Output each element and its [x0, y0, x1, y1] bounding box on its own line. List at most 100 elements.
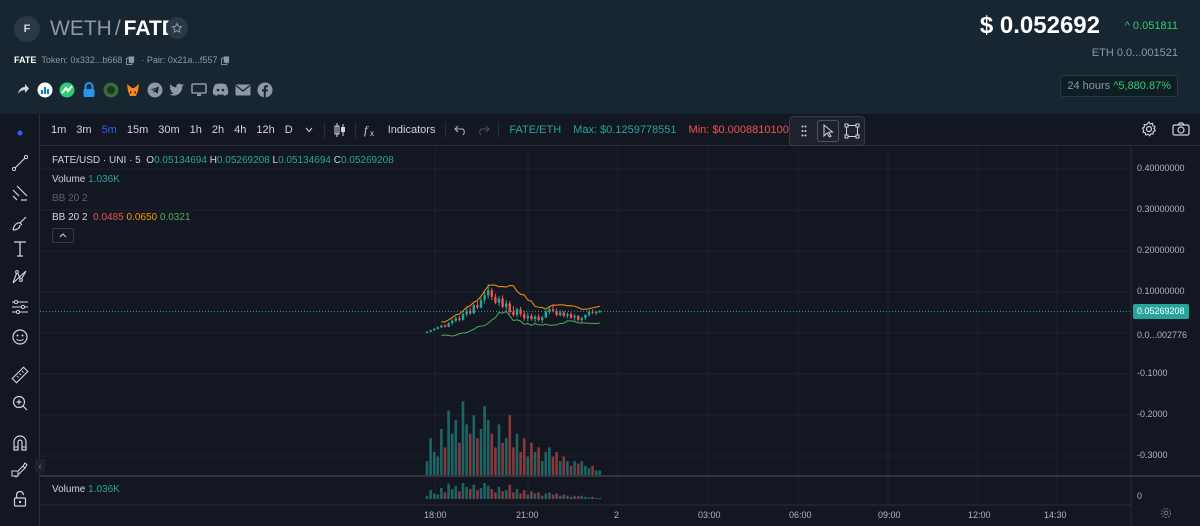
timeframe-1h[interactable]: 1h	[189, 123, 202, 136]
candle-body	[465, 310, 468, 315]
sub-volume-bar	[558, 495, 562, 499]
candle-body	[544, 311, 547, 318]
lock-drawings-icon[interactable]	[9, 458, 31, 480]
facebook-icon[interactable]	[256, 81, 273, 98]
volume-bar	[440, 429, 443, 475]
settings-gear-icon[interactable]	[1138, 118, 1160, 140]
redo-icon[interactable]	[472, 119, 494, 141]
volume-bar	[443, 447, 447, 475]
axis-settings-gear-icon[interactable]	[1160, 506, 1172, 524]
candle-body	[512, 311, 515, 315]
sub-volume-bar	[504, 490, 508, 499]
fib-tool-icon[interactable]	[9, 182, 31, 204]
pair-address: · Pair: 0x21a...f557	[141, 55, 218, 65]
scroll-left-button[interactable]: ‹	[35, 459, 45, 473]
token-avatar: F	[14, 16, 40, 42]
sub-volume-bar	[490, 489, 494, 499]
sub-volume-bar	[594, 497, 598, 499]
email-icon[interactable]	[234, 81, 251, 98]
sub-volume-bar	[432, 493, 436, 499]
website-icon[interactable]	[190, 81, 207, 98]
candle-style-icon[interactable]	[329, 119, 351, 141]
timeframe-3m[interactable]: 3m	[76, 123, 92, 136]
x-tick-label: 21:00	[516, 510, 539, 520]
metamask-icon[interactable]	[124, 81, 141, 98]
candle-body	[580, 318, 583, 320]
timeframe-5m[interactable]: 5m	[101, 123, 117, 136]
token-logo-icon[interactable]	[102, 81, 119, 98]
timeframe-30m[interactable]: 30m	[158, 123, 180, 136]
volume-bar	[587, 468, 591, 475]
zoom-in-icon[interactable]	[9, 392, 31, 414]
candle-body	[559, 312, 562, 315]
emoji-icon[interactable]	[9, 326, 31, 348]
discord-icon[interactable]	[212, 81, 229, 98]
timeframe-12h[interactable]: 12h	[256, 123, 275, 136]
cursor-icon[interactable]	[817, 120, 839, 142]
crosshair-icon[interactable]	[9, 122, 31, 144]
pattern-tool-icon[interactable]	[9, 266, 31, 288]
sub-volume-bar	[476, 490, 479, 499]
rectangle-select-icon[interactable]	[841, 120, 863, 142]
drawing-tools-sidebar	[0, 114, 40, 526]
volume-bar	[450, 433, 454, 475]
timeframe-D[interactable]: D	[284, 123, 293, 136]
text-tool-icon[interactable]	[9, 238, 31, 260]
volume-bar	[566, 461, 569, 475]
volume-bar	[573, 461, 576, 475]
bb-legend: BB 20 2 0.0485 0.0650 0.0321	[52, 212, 191, 223]
candle-body	[562, 312, 565, 316]
timeframe-2h[interactable]: 2h	[211, 123, 225, 136]
timeframe-dropdown-icon[interactable]	[298, 119, 320, 141]
telegram-icon[interactable]	[146, 81, 163, 98]
star-icon	[171, 22, 183, 34]
twitter-icon[interactable]	[168, 81, 185, 98]
chart-logo-icon[interactable]	[58, 81, 75, 98]
period-change-box[interactable]: 24 hours ^5,880.87%	[1060, 75, 1178, 97]
timeframe-4h[interactable]: 4h	[234, 123, 247, 136]
candle-body	[447, 323, 450, 327]
camera-icon[interactable]	[1170, 118, 1192, 140]
volume-value: 1.036K	[88, 174, 120, 185]
copy-token-icon[interactable]	[126, 55, 135, 65]
indicators-button[interactable]: Indicators	[387, 123, 436, 136]
candlestick-series	[425, 283, 601, 333]
candle-body	[436, 327, 439, 329]
favorite-button[interactable]	[166, 17, 188, 39]
sub-volume-bar	[440, 488, 443, 499]
open-value: 0.05134694	[154, 155, 207, 166]
volume-bar	[501, 442, 504, 475]
volume-bar	[540, 461, 544, 475]
volume-bar	[591, 465, 594, 475]
volume-bar	[519, 452, 522, 475]
timeframe-15m[interactable]: 15m	[126, 123, 149, 136]
lock-icon[interactable]	[80, 81, 97, 98]
ruler-icon[interactable]	[9, 364, 31, 386]
low-value: 0.05134694	[278, 155, 331, 166]
price-chart[interactable]	[40, 147, 1200, 526]
x-tick-label: 06:00	[789, 510, 812, 520]
projection-tool-icon[interactable]	[9, 296, 31, 318]
unlock-icon[interactable]	[9, 488, 31, 510]
collapse-legend-button[interactable]	[52, 228, 74, 243]
brush-icon[interactable]	[9, 212, 31, 234]
sub-volume-bar	[472, 484, 476, 499]
dextools-icon[interactable]	[36, 81, 53, 98]
volume-bar	[544, 452, 548, 475]
caret-up-icon: ^	[1113, 80, 1119, 92]
sub-volume-bar	[512, 492, 515, 499]
sub-volume-bar	[522, 490, 526, 499]
timeframe-1m[interactable]: 1m	[51, 123, 67, 136]
pair-symbol[interactable]: FATE/ETH	[509, 123, 562, 136]
volume-bar	[432, 452, 436, 475]
volume-bar	[594, 470, 598, 475]
drag-handle-icon[interactable]	[793, 120, 815, 142]
undo-icon[interactable]	[450, 119, 472, 141]
sub-volume-value: 1.036K	[88, 484, 120, 495]
share-icon[interactable]	[14, 81, 31, 98]
trend-line-icon[interactable]	[9, 152, 31, 174]
copy-pair-icon[interactable]	[221, 55, 230, 65]
magnet-icon[interactable]	[9, 432, 31, 454]
